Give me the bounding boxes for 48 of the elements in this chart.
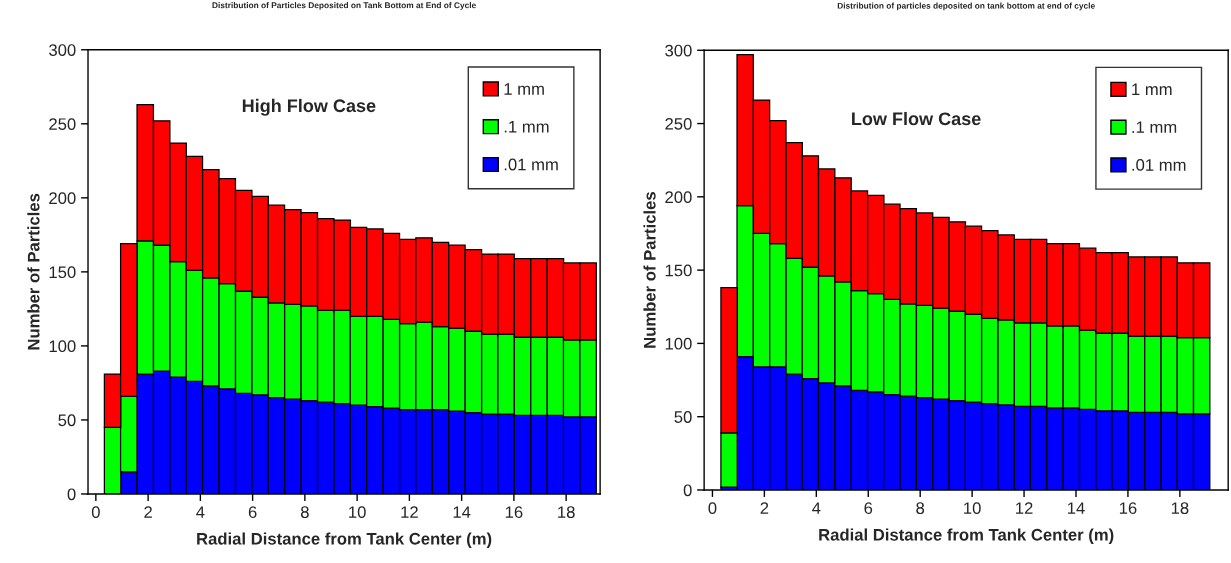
x-tick-label: 2 bbox=[760, 502, 769, 514]
x-tick-label: 18 bbox=[1171, 502, 1189, 515]
legend-label: .01 mm bbox=[1132, 159, 1186, 171]
x-tick-label: 16 bbox=[1119, 502, 1137, 515]
x-tick-label: 8 bbox=[300, 506, 309, 519]
y-tick-label: 150 bbox=[665, 264, 692, 277]
x-tick-label: 4 bbox=[812, 502, 821, 514]
annotation: Low Flow Case bbox=[852, 111, 981, 126]
legend-label: 1 mm bbox=[504, 83, 544, 95]
x-tick-label: 18 bbox=[558, 506, 575, 519]
x-tick-label: 14 bbox=[1068, 502, 1085, 514]
x-tick-label: 6 bbox=[248, 506, 257, 519]
x-tick-label: 4 bbox=[196, 506, 205, 518]
y-tick-label: 200 bbox=[665, 191, 692, 204]
y-tick-label: 100 bbox=[665, 337, 692, 350]
x-tick-label: 0 bbox=[91, 506, 100, 519]
legend-label: 1 mm bbox=[1132, 83, 1172, 96]
x-axis-title: Radial Distance from Tank Center (m) bbox=[197, 532, 492, 548]
y-tick-label: 0 bbox=[67, 488, 76, 501]
y-tick-label: 300 bbox=[665, 44, 692, 57]
annotation: High Flow Case bbox=[242, 98, 376, 116]
y-axis-title: Number of Particles bbox=[27, 193, 40, 350]
x-tick-label: 2 bbox=[144, 506, 152, 518]
y-tick-label: 250 bbox=[665, 117, 692, 130]
x-axis-title: Radial Distance from Tank Center (m) bbox=[819, 528, 1114, 544]
y-tick-label: 50 bbox=[674, 411, 692, 423]
x-tick-label: 8 bbox=[916, 502, 925, 515]
x-tick-label: 0 bbox=[708, 502, 717, 515]
legend-label: .01 mm bbox=[504, 158, 558, 171]
y-tick-label: 50 bbox=[58, 414, 76, 427]
x-tick-label: 16 bbox=[505, 506, 523, 519]
y-tick-label: 300 bbox=[49, 44, 76, 56]
legend-label: .1 mm bbox=[504, 120, 549, 133]
y-tick-label: 200 bbox=[49, 192, 76, 205]
chart-title: Distribution of particles deposited on tank bottom at end of cycle bbox=[837, 2, 1095, 11]
y-tick-label: 100 bbox=[49, 340, 76, 353]
y-tick-label: 250 bbox=[49, 118, 76, 131]
y-axis-title: Number of Particles bbox=[643, 192, 656, 348]
legend-label: .1 mm bbox=[1132, 121, 1177, 133]
x-tick-label: 10 bbox=[964, 502, 981, 515]
x-tick-label: 12 bbox=[401, 506, 418, 518]
x-tick-label: 10 bbox=[349, 506, 366, 519]
chart-title: Distribution of Particles Deposited on Tank Bottom at End of Cycle bbox=[212, 2, 476, 10]
y-tick-label: 0 bbox=[683, 484, 692, 497]
y-tick-label: 150 bbox=[49, 266, 76, 279]
x-tick-label: 14 bbox=[453, 506, 471, 518]
x-tick-label: 12 bbox=[1016, 502, 1033, 514]
x-tick-label: 6 bbox=[864, 502, 873, 515]
